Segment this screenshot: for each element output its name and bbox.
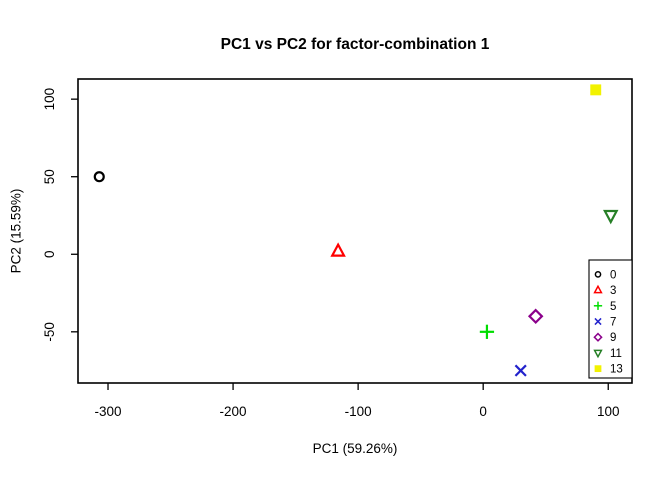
legend-symbol-13	[594, 365, 602, 373]
legend-symbol-7	[594, 317, 602, 326]
legend-label-9: 9	[610, 332, 616, 344]
legend-label-5: 5	[610, 301, 616, 313]
y-tick-label: 0	[42, 251, 57, 259]
plot-border	[77, 78, 633, 384]
x-tick-label: 0	[479, 404, 487, 419]
x-tick-label: 100	[597, 404, 620, 419]
legend-symbol-0	[594, 271, 602, 278]
legend-symbol-3	[593, 284, 603, 294]
legend-label-11: 11	[610, 348, 622, 360]
x-tick-label: -200	[220, 404, 247, 419]
legend-symbol-11	[593, 349, 603, 359]
data-point-0	[93, 171, 105, 183]
data-point-11	[603, 209, 619, 225]
data-point-3	[330, 242, 346, 257]
legend-label-13: 13	[610, 364, 623, 376]
y-tick-label: 100	[42, 88, 57, 111]
y-tick-label: 50	[42, 169, 57, 184]
y-axis-label: PC2 (15.59%)	[8, 188, 24, 274]
legend-symbol-9	[593, 332, 603, 342]
legend-label-3: 3	[610, 285, 616, 297]
x-tick-label: -100	[345, 404, 372, 419]
legend-label-0: 0	[610, 269, 616, 281]
data-point-13	[590, 84, 602, 96]
legend-label-7: 7	[610, 317, 616, 329]
chart-title: PC1 vs PC2 for factor-combination 1	[220, 36, 490, 53]
x-axis-label: PC1 (59.26%)	[312, 441, 398, 456]
data-point-9	[527, 308, 544, 325]
data-point-7	[514, 364, 527, 377]
x-tick-label: -300	[94, 404, 121, 419]
y-tick-label: -50	[42, 322, 57, 342]
